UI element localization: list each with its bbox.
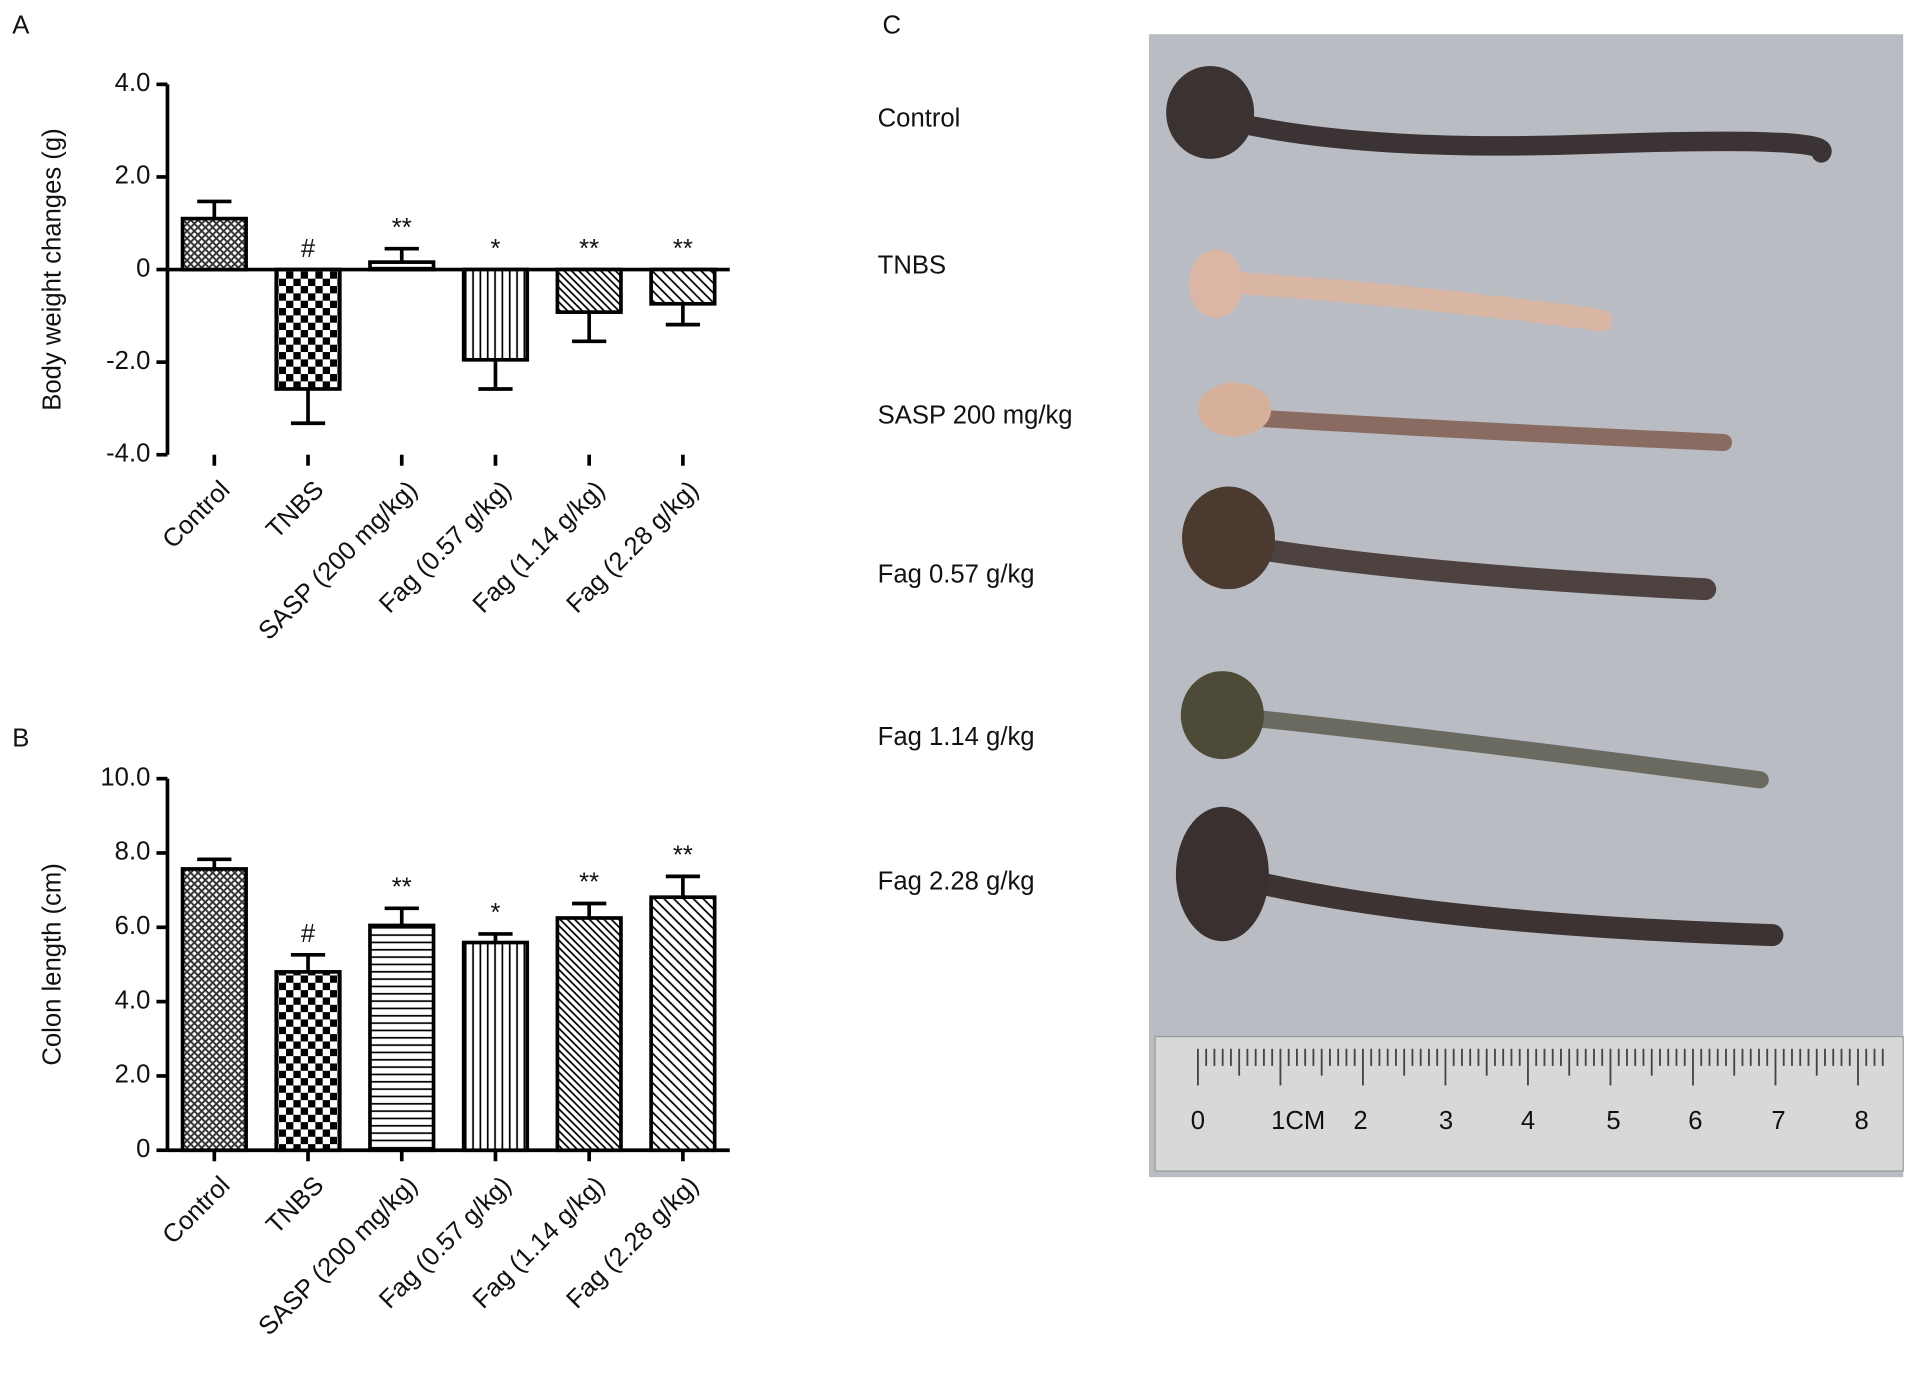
- specimen-label: TNBS: [878, 251, 946, 279]
- y-tick-label: 0: [136, 254, 150, 282]
- error-bar: [290, 388, 326, 426]
- significance-label: *: [490, 235, 500, 263]
- ruler-label: 8: [1855, 1107, 1869, 1135]
- error-bar: [384, 906, 419, 926]
- bar: [180, 216, 248, 272]
- photo: [1149, 34, 1904, 1178]
- bar: [274, 970, 342, 1153]
- panel-label: A: [12, 12, 30, 40]
- significance-label: **: [673, 842, 693, 870]
- ruler-label: 4: [1521, 1107, 1535, 1135]
- y-tick-label: 0: [136, 1135, 150, 1163]
- ruler-label: 2: [1353, 1107, 1367, 1135]
- x-tick-label: Control: [157, 1171, 235, 1249]
- x-tick-label: Control: [157, 476, 235, 554]
- ruler: [1154, 1035, 1904, 1172]
- y-tick-label: 8.0: [115, 838, 151, 866]
- x-tick-label: SASP (200 mg/kg): [253, 476, 423, 646]
- photo-background: [1149, 34, 1904, 1178]
- error-bar: [197, 857, 232, 869]
- y-tick-label: 6.0: [115, 912, 151, 940]
- ruler-label: 7: [1771, 1107, 1785, 1135]
- y-tick-label: 4.0: [115, 986, 151, 1014]
- ruler-ticks: [1197, 1048, 1884, 1086]
- bar: [461, 267, 530, 362]
- y-tick-label: 10.0: [100, 763, 150, 791]
- y-tick-label: 2.0: [115, 162, 151, 190]
- y-tick-label: 4.0: [115, 69, 151, 97]
- y-tick-label: 2.0: [115, 1061, 151, 1089]
- significance-label: **: [392, 214, 412, 242]
- bar: [368, 260, 436, 272]
- colon-specimens: [1166, 66, 1832, 947]
- bar: [368, 923, 436, 1153]
- panel-label: B: [12, 724, 29, 752]
- ruler-label: 0: [1191, 1107, 1205, 1135]
- ruler-label: 1CM: [1271, 1107, 1325, 1135]
- specimen-label: Fag 2.28 g/kg: [878, 867, 1035, 895]
- significance-label: **: [579, 235, 599, 263]
- error-bar: [384, 246, 419, 263]
- bar: [555, 916, 623, 1153]
- bar: [649, 895, 717, 1153]
- significance-label: **: [579, 869, 599, 897]
- panel-label: C: [883, 12, 902, 40]
- significance-label: *: [490, 899, 500, 927]
- error-bar: [572, 312, 607, 344]
- bar: [461, 940, 530, 1153]
- significance-label: #: [301, 235, 316, 263]
- y-axis-label: Body weight changes (g): [39, 128, 67, 410]
- significance-label: **: [673, 235, 693, 263]
- y-axis-label: Colon length (cm): [39, 863, 67, 1065]
- bar: [180, 867, 248, 1153]
- error-bar: [290, 952, 326, 972]
- bar: [649, 267, 717, 306]
- error-bar: [665, 874, 701, 898]
- specimen-label: SASP 200 mg/kg: [878, 402, 1073, 430]
- ruler-label: 5: [1606, 1107, 1620, 1135]
- bar: [555, 267, 623, 314]
- y-tick-label: -2.0: [106, 347, 150, 375]
- error-bar: [197, 199, 232, 219]
- specimen-label: Fag 0.57 g/kg: [878, 561, 1035, 589]
- significance-label: #: [301, 920, 316, 948]
- x-tick-label: TNBS: [261, 1171, 329, 1239]
- bar: [274, 267, 342, 391]
- x-tick-label: SASP (200 mg/kg): [253, 1171, 423, 1341]
- y-tick-label: -4.0: [106, 440, 150, 468]
- specimen-label: Control: [878, 105, 961, 133]
- error-bar: [572, 901, 607, 918]
- error-bar: [478, 932, 513, 943]
- specimen-label: Fag 1.14 g/kg: [878, 723, 1035, 751]
- significance-label: **: [392, 874, 412, 902]
- x-tick-label: TNBS: [261, 476, 329, 544]
- error-bar: [665, 303, 701, 327]
- error-bar: [478, 359, 513, 391]
- ruler-label: 6: [1688, 1107, 1702, 1135]
- ruler-label: 3: [1439, 1107, 1453, 1135]
